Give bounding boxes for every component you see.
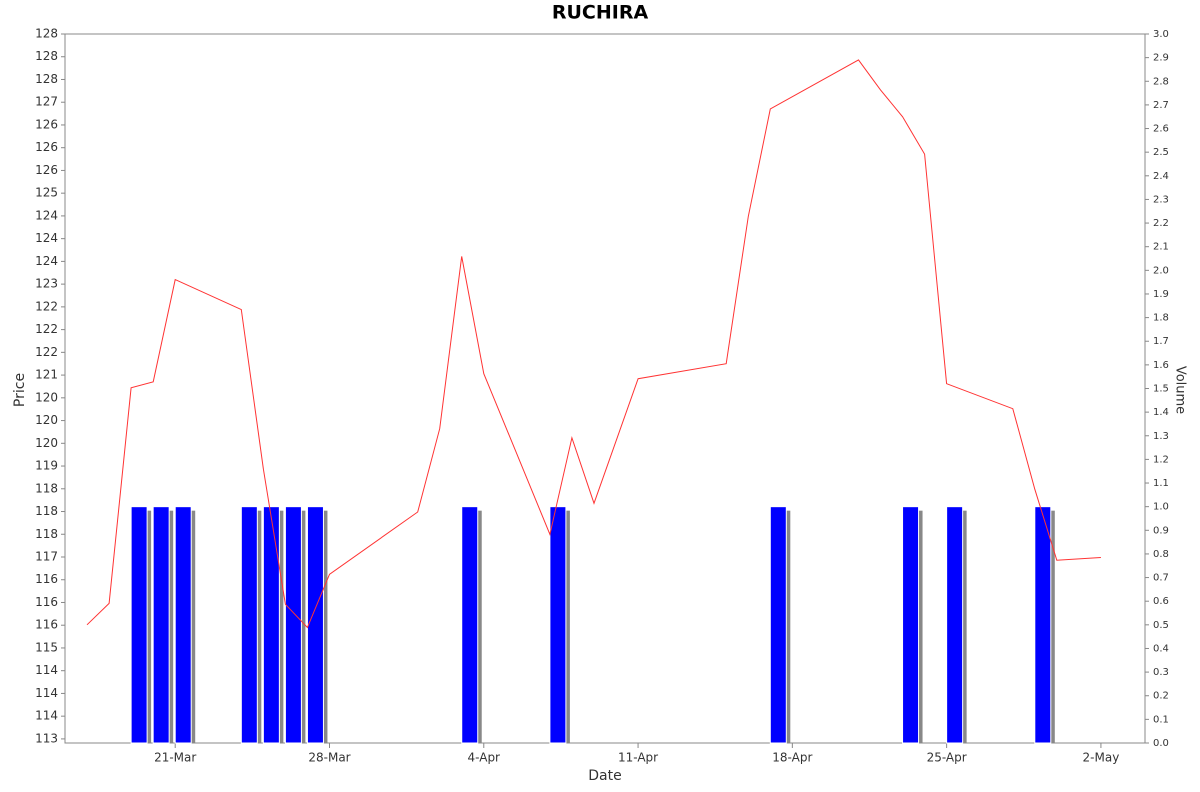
y-tick-label: 124 <box>35 208 58 222</box>
y-tick-label: 117 <box>35 549 58 563</box>
y-tick-label: 121 <box>35 368 58 382</box>
y-tick-label: 115 <box>35 640 58 654</box>
y-tick-label: 122 <box>35 322 58 336</box>
y-tick-label: 116 <box>35 595 58 609</box>
y-tick-label: 114 <box>35 686 58 700</box>
x-tick-label: 2-May <box>1083 751 1120 765</box>
y2-tick-label: 2.3 <box>1153 194 1169 205</box>
y2-tick-label: 2.6 <box>1153 124 1169 135</box>
y-tick-label: 120 <box>35 413 58 427</box>
y2-tick-label: 0.7 <box>1153 573 1169 584</box>
y-tick-label: 125 <box>35 186 58 200</box>
y2-tick-label: 2.9 <box>1153 53 1169 64</box>
y2-tick-label: 0.5 <box>1153 620 1169 631</box>
x-tick-label: 25-Apr <box>927 751 967 765</box>
y-tick-label: 120 <box>35 436 58 450</box>
bar <box>902 506 920 744</box>
y2-tick-label: 0.8 <box>1153 549 1169 560</box>
y2-tick-label: 1.7 <box>1153 336 1169 347</box>
plot-area <box>64 33 1146 744</box>
y2-tick-label: 2.8 <box>1153 76 1169 87</box>
y2-tick-label: 2.7 <box>1153 100 1169 111</box>
x-tick-label: 18-Apr <box>772 751 812 765</box>
bar <box>284 506 302 744</box>
y-tick-label: 118 <box>35 527 58 541</box>
y-tick-label: 122 <box>35 299 58 313</box>
y-tick-label: 119 <box>35 459 58 473</box>
bar <box>240 506 258 744</box>
y-tick-label: 123 <box>35 277 58 291</box>
y2-tick-label: 3.0 <box>1153 29 1169 40</box>
x-tick-label: 28-Mar <box>308 751 350 765</box>
y2-tick-label: 1.5 <box>1153 384 1169 395</box>
y-tick-label: 116 <box>35 618 58 632</box>
y2-tick-label: 2.5 <box>1153 147 1169 158</box>
chart-title: RUCHIRA <box>552 2 649 24</box>
y2-tick-label: 1.3 <box>1153 431 1169 442</box>
bar <box>769 506 787 744</box>
bar <box>946 506 964 744</box>
y2-axis-label: Volume <box>1173 366 1188 414</box>
y-tick-label: 122 <box>35 345 58 359</box>
bar <box>262 506 280 744</box>
y2-tick-label: 1.4 <box>1153 407 1169 418</box>
y-tick-label: 126 <box>35 117 58 131</box>
y2-tick-label: 1.9 <box>1153 289 1169 300</box>
y2-tick-label: 2.2 <box>1153 218 1169 229</box>
y2-tick-label: 0.4 <box>1153 643 1169 654</box>
bar <box>306 506 324 744</box>
y-tick-label: 126 <box>35 163 58 177</box>
y-tick-label: 116 <box>35 572 58 586</box>
y-tick-label: 128 <box>35 27 58 41</box>
y-tick-label: 128 <box>35 49 58 63</box>
y2-tick-label: 0.0 <box>1153 738 1169 749</box>
y-tick-label: 127 <box>35 95 58 109</box>
y2-tick-label: 2.0 <box>1153 265 1169 276</box>
bar <box>1034 506 1052 744</box>
y2-tick-label: 1.8 <box>1153 313 1169 324</box>
y2-tick-label: 2.4 <box>1153 171 1169 182</box>
y-tick-label: 126 <box>35 140 58 154</box>
bar <box>152 506 170 744</box>
y-tick-label: 118 <box>35 504 58 518</box>
x-axis-label: Date <box>588 768 621 784</box>
bar <box>549 506 567 744</box>
y-axis-label: Price <box>12 373 28 407</box>
y-tick-label: 124 <box>35 254 58 268</box>
y2-tick-label: 1.6 <box>1153 360 1169 371</box>
bar <box>130 506 148 744</box>
y2-tick-label: 1.2 <box>1153 454 1169 465</box>
y-tick-label: 113 <box>35 731 58 745</box>
bar <box>174 506 192 744</box>
y2-tick-label: 1.0 <box>1153 502 1169 513</box>
y-tick-label: 114 <box>35 709 58 723</box>
y2-tick-label: 0.3 <box>1153 667 1169 678</box>
y2-tick-label: 0.1 <box>1153 714 1169 725</box>
y-tick-label: 124 <box>35 231 58 245</box>
y2-tick-label: 0.2 <box>1153 691 1169 702</box>
y2-tick-label: 2.1 <box>1153 242 1169 253</box>
y-tick-label: 128 <box>35 72 58 86</box>
y2-tick-label: 0.9 <box>1153 525 1169 536</box>
price-line <box>86 59 1101 629</box>
y2-tick-label: 1.1 <box>1153 478 1169 489</box>
y2-tick-label: 0.6 <box>1153 596 1169 607</box>
y-tick-label: 118 <box>35 481 58 495</box>
y-tick-label: 114 <box>35 663 58 677</box>
x-tick-label: 11-Apr <box>618 751 658 765</box>
y-tick-label: 120 <box>35 390 58 404</box>
x-tick-label: 21-Mar <box>154 751 196 765</box>
x-tick-label: 4-Apr <box>468 751 501 765</box>
bar <box>461 506 479 744</box>
